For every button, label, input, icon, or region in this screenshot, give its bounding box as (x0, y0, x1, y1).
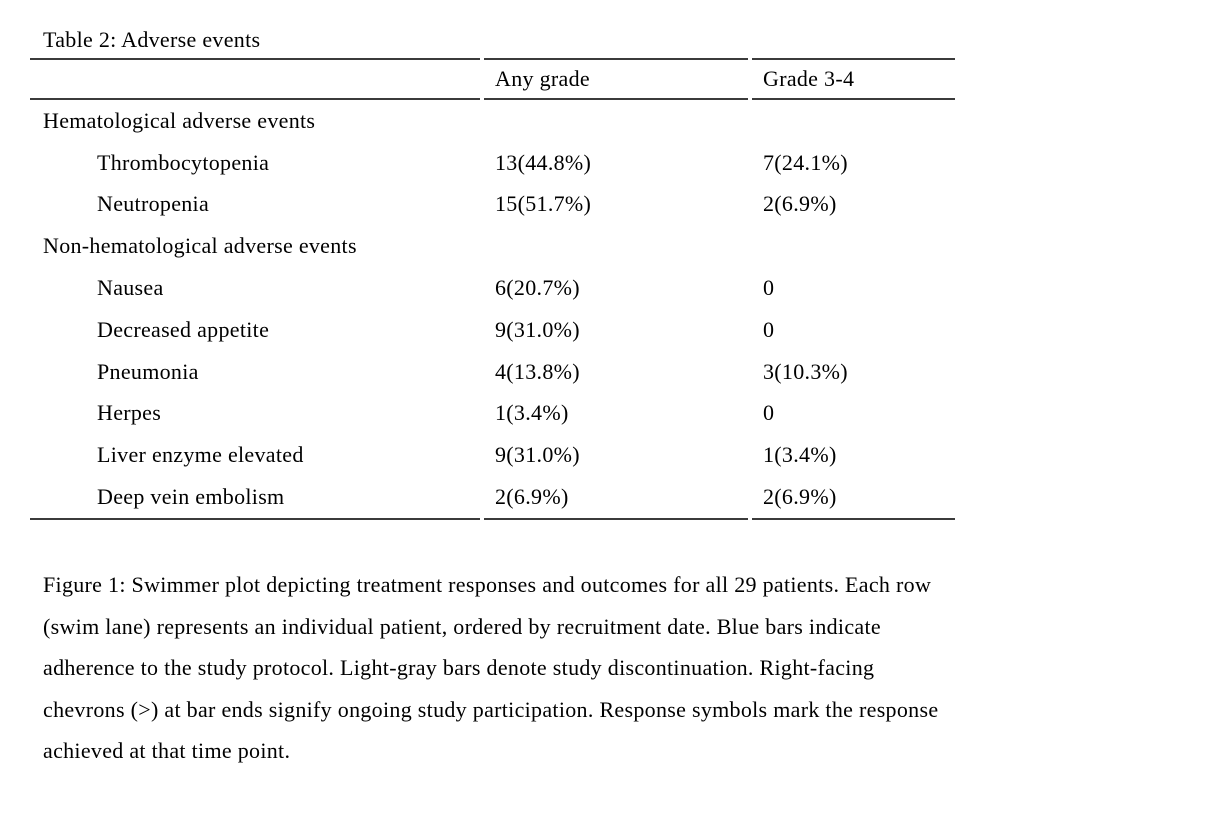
header-grade-3-4: Grade 3-4 (752, 58, 955, 100)
any-grade-cell: 2(6.9%) (484, 476, 748, 520)
row-label-cell: Hematological adverse events (43, 107, 316, 133)
row-label-cell: Herpes (97, 400, 162, 426)
table-header-row: Any grade Grade 3-4 (30, 58, 955, 100)
caption-line: chevrons (>) at bar ends signify ongoing… (43, 696, 939, 722)
any-grade-cell: 1(3.4%) (495, 400, 569, 426)
row-label-cell: Nausea (97, 275, 164, 301)
table-row: Thrombocytopenia 13(44.8%) 7(24.1%) (30, 142, 955, 184)
row-label-cell: Deep vein embolism (30, 476, 480, 520)
table-row: Non-hematological adverse events (30, 225, 955, 267)
caption-line: Figure 1: Swimmer plot depicting treatme… (43, 572, 932, 597)
caption-line: achieved at that time point. (43, 738, 291, 764)
table-row: Deep vein embolism 2(6.9%) 2(6.9%) (30, 476, 955, 520)
row-label-cell: Pneumonia (97, 358, 199, 384)
grade-3-4-cell: 2(6.9%) (763, 191, 837, 217)
grade-3-4-cell: 0 (763, 275, 775, 301)
any-grade-cell: 13(44.8%) (495, 149, 592, 175)
grade-3-4-cell: 2(6.9%) (752, 476, 955, 520)
row-label-cell: Thrombocytopenia (97, 149, 270, 175)
any-grade-cell: 15(51.7%) (495, 191, 592, 217)
any-grade-cell: 9(31.0%) (495, 316, 580, 342)
grade-3-4-cell (752, 225, 955, 267)
any-grade-cell: 6(20.7%) (495, 275, 580, 301)
table-row: Decreased appetite 9(31.0%) 0 (30, 309, 955, 351)
row-label-cell: Decreased appetite (97, 316, 270, 342)
grade-3-4-cell (752, 100, 955, 142)
table-row: Nausea 6(20.7%) 0 (30, 267, 955, 309)
any-grade-cell: 9(31.0%) (495, 442, 580, 468)
table-row: Herpes 1(3.4%) 0 (30, 393, 955, 435)
grade-3-4-cell: 0 (763, 316, 775, 342)
any-grade-cell (484, 100, 748, 142)
any-grade-cell (484, 225, 748, 267)
grade-3-4-cell: 1(3.4%) (763, 442, 837, 468)
grade-3-4-cell: 0 (763, 400, 775, 426)
table-title: Table 2: Adverse events (43, 27, 261, 52)
row-label-cell: Neutropenia (97, 191, 210, 217)
adverse-events-table: Any grade Grade 3-4 Hematological advers… (26, 58, 959, 520)
table-row: Neutropenia 15(51.7%) 2(6.9%) (30, 184, 955, 226)
table-row: Hematological adverse events (30, 100, 955, 142)
table-row: Pneumonia 4(13.8%) 3(10.3%) (30, 351, 955, 393)
any-grade-cell: 4(13.8%) (495, 358, 580, 384)
figure-caption: Figure 1: Swimmer plot depicting treatme… (43, 564, 938, 772)
grade-3-4-cell: 3(10.3%) (763, 358, 848, 384)
caption-line: adherence to the study protocol. Light-g… (43, 655, 875, 681)
row-label-cell: Liver enzyme elevated (97, 442, 304, 468)
row-label-cell: Non-hematological adverse events (43, 233, 357, 259)
header-any-grade: Any grade (484, 58, 748, 100)
header-empty-cell (30, 58, 480, 100)
grade-3-4-cell: 7(24.1%) (763, 149, 848, 175)
caption-line: (swim lane) represents an individual pat… (43, 613, 881, 639)
table-row: Liver enzyme elevated 9(31.0%) 1(3.4%) (30, 434, 955, 476)
